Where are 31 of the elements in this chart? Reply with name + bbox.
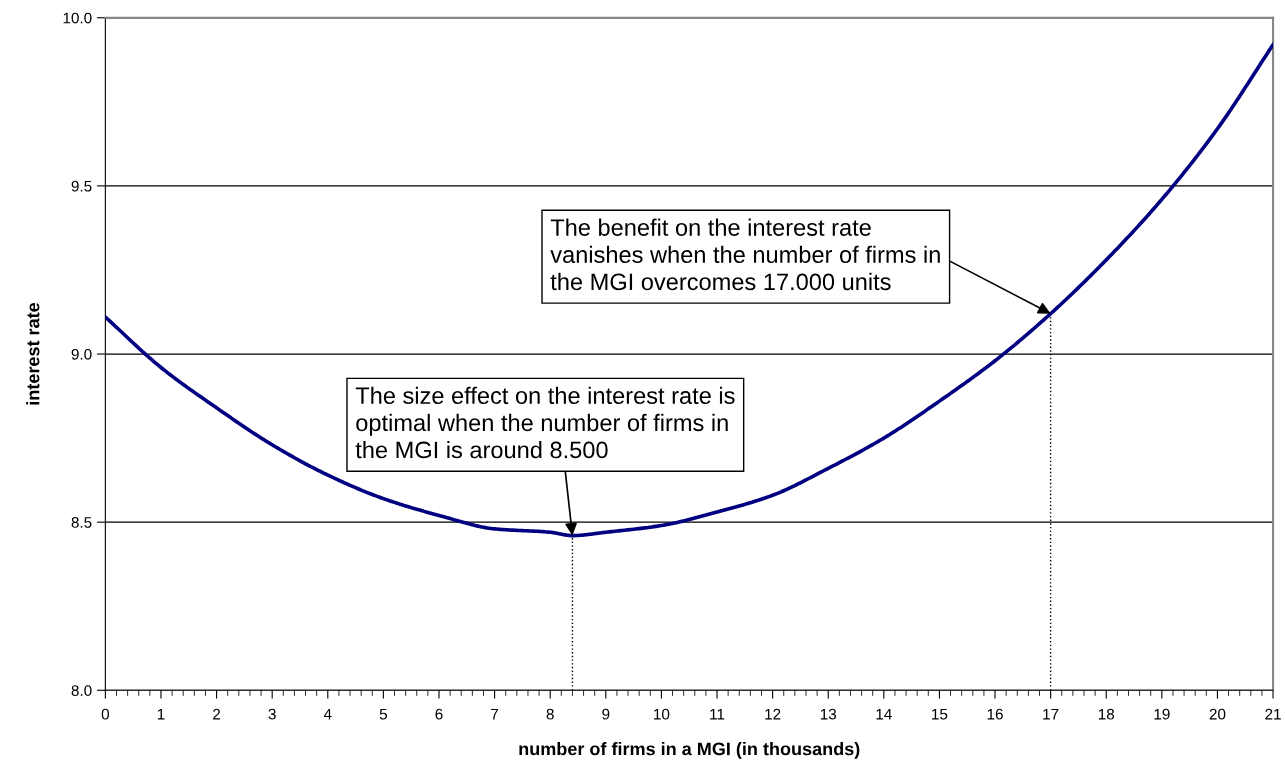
x-tick-label: 13 [820,708,837,720]
x-tick-label: 21 [1265,708,1281,720]
x-tick-label: 5 [379,708,387,720]
x-tick-label: 0 [101,708,110,720]
annotation: The benefit on the interest rate vanishes when the number of firms in the MGI overcomes 17.000 units [550,218,940,291]
x-tick-label: 9 [602,708,610,720]
x-tick-label: 14 [876,708,892,720]
x-tick-label: 18 [1098,708,1115,720]
y-tick-label: 9.5 [71,180,92,192]
x-tick-label: 6 [435,708,443,720]
y-tick-label: 10.0 [63,12,92,24]
x-tick-label: 20 [1209,708,1226,720]
x-tick-label: 11 [710,708,725,720]
x-tick-label: 15 [932,708,948,720]
x-tick-label: 17 [1043,708,1059,720]
x-tick-label: 1 [157,708,165,720]
x-tick-label: 3 [268,708,276,720]
y-tick-label: 8.5 [71,517,92,528]
y-axis-title: interest rate [26,302,40,405]
x-tick-label: 10 [654,708,670,720]
x-tick-label: 7 [491,708,499,720]
x-tick-label: 12 [765,708,781,720]
x-tick-label: 2 [213,708,221,720]
x-axis-title: number of firms in a MGI (in thousands) [519,742,860,759]
x-tick-label: 19 [1154,708,1170,720]
y-tick-label: 9.0 [71,348,92,360]
annotation: The size effect on the interest rate is optimal when the number of firms in the MGI is around 8.500 [355,386,735,459]
x-tick-label: 4 [323,708,332,720]
x-tick-label: 16 [987,708,1003,720]
x-tick-label: 8 [546,708,554,720]
y-tick-label: 8.0 [71,685,92,696]
